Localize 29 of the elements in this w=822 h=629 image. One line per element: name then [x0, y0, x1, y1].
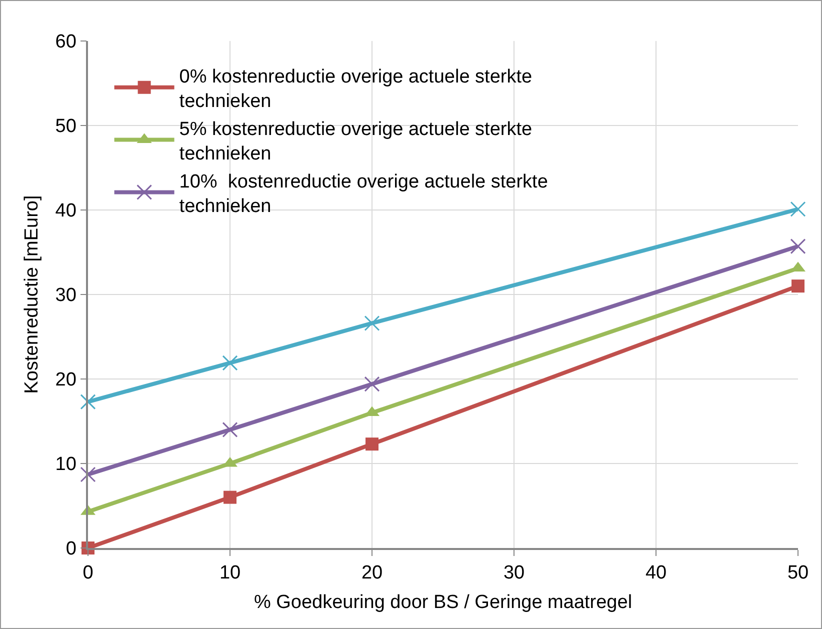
legend-label: 5% kostenreductie overige actuele sterkte technieken	[179, 118, 532, 165]
point	[364, 315, 380, 331]
y-tick-label: 60	[55, 32, 76, 53]
x-axis-title: % Goedkeuring door BS / Geringe maatregel	[254, 592, 632, 613]
x-tick-label: 40	[645, 562, 667, 584]
point	[222, 422, 238, 438]
x-tick-label: 50	[787, 562, 809, 584]
point	[790, 238, 806, 254]
legend-label: 0% kostenreductie overige actuele sterkte technieken	[179, 66, 532, 112]
point	[224, 490, 236, 504]
y-axis-title: Kostenreductie [mEuro]	[22, 195, 43, 394]
point	[222, 355, 238, 371]
x-tick-label: 0	[82, 562, 94, 584]
point	[364, 376, 380, 392]
y-tick-label: 20	[55, 370, 76, 391]
x-tick-label: 30	[503, 562, 525, 584]
point	[792, 280, 804, 293]
legend-label: 10% kostenreductie overige actuele sterkte technieken	[179, 171, 548, 217]
y-tick-label: 30	[55, 285, 76, 306]
point	[80, 394, 96, 410]
point	[790, 201, 806, 217]
y-tick-label: 50	[55, 116, 76, 138]
y-tick-label: 40	[55, 200, 76, 222]
point	[80, 466, 96, 482]
x-tick-label: 20	[361, 562, 383, 584]
x-tick-label: 10	[219, 562, 241, 584]
point	[366, 438, 378, 451]
y-tick-label: 0	[66, 538, 76, 560]
y-tick-label: 10	[55, 454, 76, 476]
